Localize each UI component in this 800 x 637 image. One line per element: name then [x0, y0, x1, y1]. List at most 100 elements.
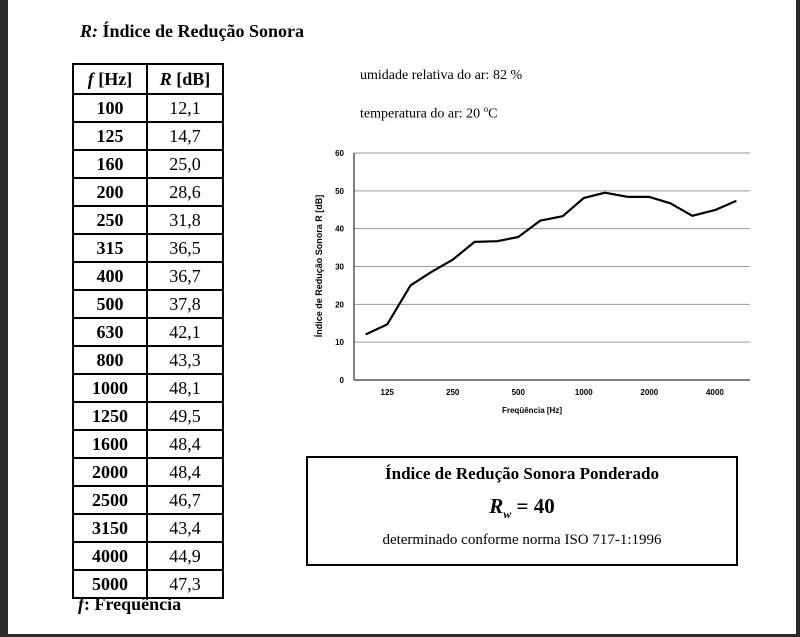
table-row: 1250 49,5 [72, 401, 224, 431]
frequency-cell: 100 [72, 93, 148, 123]
data-point [365, 333, 367, 336]
weighted-index-note: determinado conforme norma ISO 717-1:199… [382, 532, 662, 548]
chart-axes [353, 153, 750, 381]
reduction-cell: 48,4 [146, 457, 224, 487]
frequency-cell: 400 [72, 261, 148, 291]
table-header-row: f [Hz] R [dB] [72, 63, 224, 95]
frequency-cell: 1600 [72, 429, 148, 459]
y-tick-label: 40 [335, 225, 344, 234]
x-tick-label: 1000 [575, 388, 593, 397]
y-tick-label: 50 [335, 187, 344, 196]
reduction-cell: 43,3 [146, 345, 224, 375]
table-row: 125 14,7 [72, 121, 224, 151]
y-tick-label: 30 [335, 263, 344, 272]
data-point [539, 219, 541, 222]
window-frame-left [0, 0, 8, 637]
table-row: 1600 48,4 [72, 429, 224, 459]
table-footnote: f: Frequência [78, 594, 181, 615]
data-point [386, 323, 388, 326]
reduction-chart: 0 10 20 30 40 50 60 125 250 500 1000 2000 4000 Freq… [314, 149, 750, 415]
frequency-cell: 3150 [72, 513, 148, 543]
reduction-cell: 43,4 [146, 513, 224, 543]
data-point [430, 270, 433, 273]
y-tick-label: 60 [335, 149, 344, 158]
reduction-cell: 46,7 [146, 485, 224, 515]
header-reduction: R [dB] [146, 63, 224, 95]
reduction-table: f [Hz] R [dB] 100 12,1 125 14,7 160 25,0 20… [72, 63, 224, 599]
table-row: 1000 48,1 [72, 373, 224, 403]
x-axis-label: Freqüência [Hz] [502, 406, 562, 415]
title-symbol: R: [80, 21, 98, 41]
series-line [365, 191, 737, 336]
weighted-index-value: Rw = 40 [308, 494, 736, 522]
y-tick-label: 10 [335, 338, 344, 347]
table-row: 500 37,8 [72, 289, 224, 319]
data-point [496, 240, 498, 242]
table-row: 3150 43,4 [72, 513, 224, 543]
degree-mark: o [483, 104, 489, 114]
weighted-index-number: = 40 [511, 494, 555, 518]
reduction-cell: 48,1 [146, 373, 224, 403]
data-point [627, 196, 630, 198]
reduction-cell: 48,4 [146, 429, 224, 459]
data-point [473, 241, 476, 243]
table-row: 250 31,8 [72, 205, 224, 235]
frequency-cell: 1250 [72, 401, 148, 431]
frequency-cell: 4000 [72, 541, 148, 571]
table-row: 315 36,5 [72, 233, 224, 263]
table-row: 5000 47,3 [72, 569, 224, 599]
header-frequency: f [Hz] [72, 63, 148, 95]
document-title: R: Índice de Redução Sonora [80, 20, 320, 42]
data-point [561, 215, 564, 217]
frequency-cell: 200 [72, 177, 148, 207]
reduction-cell: 37,8 [146, 289, 224, 319]
reduction-cell: 44,9 [146, 541, 224, 571]
y-axis-label: Índice de Redução Sonora R [dB] [314, 195, 324, 338]
chart-series [365, 191, 737, 336]
footnote-text: : Frequência [84, 594, 182, 614]
window-frame-bottom [0, 634, 800, 637]
table-body: 100 12,1 125 14,7 160 25,0 200 28,6 250 31,8 … [72, 93, 224, 599]
table-row: 2500 46,7 [72, 485, 224, 515]
frequency-cell: 2500 [72, 485, 148, 515]
temperature-unit: C [488, 106, 498, 122]
frequency-cell: 250 [72, 205, 148, 235]
temperature-condition: temperatura do ar: 20 oC [360, 104, 497, 123]
data-point [714, 209, 716, 211]
y-tick-label: 0 [340, 376, 345, 385]
data-point [582, 197, 585, 199]
chart-grid [354, 152, 750, 343]
data-point [669, 202, 672, 205]
table-row: 4000 44,9 [72, 541, 224, 571]
table-row: 200 28,6 [72, 177, 224, 207]
table-row: 800 43,3 [72, 345, 224, 375]
x-tick-label: 2000 [640, 388, 658, 397]
reduction-cell: 28,6 [146, 177, 224, 207]
weighted-index-title: Índice de Redução Sonora Ponderado [385, 464, 659, 483]
reduction-cell: 31,8 [146, 205, 224, 235]
frequency-cell: 315 [72, 233, 148, 263]
frequency-cell: 1000 [72, 373, 148, 403]
table-row: 630 42,1 [72, 317, 224, 347]
frequency-cell: 125 [72, 121, 148, 151]
table-row: 400 36,7 [72, 261, 224, 291]
humidity-condition: umidade relativa do ar: 82 % [360, 68, 523, 83]
x-tick-label: 4000 [706, 388, 724, 397]
data-point [691, 215, 694, 217]
reduction-cell: 47,3 [146, 569, 224, 599]
frequency-cell: 2000 [72, 457, 148, 487]
x-tick-label: 250 [446, 388, 460, 397]
frequency-cell: 630 [72, 317, 148, 347]
table-row: 160 25,0 [72, 149, 224, 179]
reduction-cell: 49,5 [146, 401, 224, 431]
y-tick-label: 20 [335, 300, 344, 309]
data-point [604, 191, 606, 194]
frequency-cell: 800 [72, 345, 148, 375]
data-point [735, 200, 737, 202]
weighted-index-subscript: w [503, 507, 512, 522]
x-tick-labels: 125 250 500 1000 2000 4000 [381, 388, 725, 397]
reduction-cell: 12,1 [146, 93, 224, 123]
reduction-cell: 36,5 [146, 233, 224, 263]
frequency-cell: 500 [72, 289, 148, 319]
y-tick-labels: 0 10 20 30 40 50 60 [335, 149, 344, 385]
